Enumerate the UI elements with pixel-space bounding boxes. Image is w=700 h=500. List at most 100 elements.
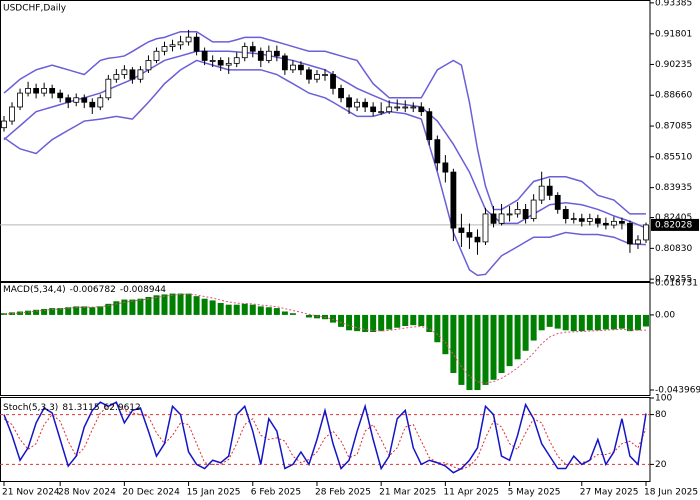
candle-body <box>354 101 360 108</box>
macd-bar <box>410 314 417 326</box>
macd-bar <box>514 314 521 360</box>
candle-body <box>546 185 553 196</box>
macd-bar <box>394 314 401 328</box>
panel-frame <box>0 282 651 396</box>
macd-bar <box>73 306 80 315</box>
macd-bar <box>145 297 152 315</box>
indicator-value: 81.3115 <box>62 403 99 413</box>
macd-bar <box>586 314 593 331</box>
x-tick-label: 18 Jun 2025 <box>644 488 698 498</box>
macd-bar <box>161 294 168 315</box>
macd-bar <box>522 314 529 351</box>
macd-bar <box>546 314 553 327</box>
x-tick-label: 28 Nov 2024 <box>58 488 116 498</box>
candle-body <box>153 50 160 61</box>
stoch-main <box>3 401 647 474</box>
x-tick-label: 15 Jan 2025 <box>187 488 241 498</box>
macd-bar <box>402 314 409 327</box>
macd-bar <box>418 314 425 327</box>
macd-bar <box>289 313 296 315</box>
y-tick-label: 0.85510 <box>655 152 692 162</box>
last-price-box <box>651 218 699 231</box>
panel-frame <box>0 397 651 482</box>
macd-bar <box>97 306 104 315</box>
macd-bar <box>25 310 32 315</box>
indicator-value: 62.9612 <box>104 403 141 413</box>
macd-bar <box>426 314 433 332</box>
macd-bar <box>209 300 216 315</box>
candle-body <box>602 222 609 226</box>
y-tick-label: 0.83935 <box>655 183 692 193</box>
macd-signal <box>3 293 646 384</box>
candle-body <box>273 50 280 57</box>
candle-body <box>635 239 641 245</box>
candle-body <box>49 88 56 94</box>
candle-body <box>57 92 64 99</box>
y-tick-label: 80 <box>655 410 667 420</box>
stoch-signal <box>3 403 647 470</box>
macd-bar <box>498 314 505 373</box>
candle-body <box>554 194 561 210</box>
bollinger-upper <box>3 30 646 215</box>
candle-body <box>177 41 184 46</box>
indicator-title: MACD(5,34,4) <box>3 285 66 295</box>
candle-body <box>209 60 216 62</box>
y-tick-label: 20 <box>655 460 667 470</box>
y-tick-label: 0.82405 <box>655 213 692 223</box>
chart-title: USDCHF,Daily <box>3 4 67 14</box>
candle-body <box>233 57 240 64</box>
candle-body <box>330 74 336 89</box>
candle-body <box>338 88 344 99</box>
candle-body <box>1 120 7 129</box>
macd-bar <box>273 308 280 315</box>
candle-body <box>498 213 505 224</box>
macd-bar <box>434 314 441 343</box>
macd-bar <box>313 314 320 319</box>
candle-body <box>225 62 232 66</box>
macd-bar <box>474 314 481 391</box>
candle-body <box>41 88 48 94</box>
candle-body <box>185 36 192 43</box>
macd-bar <box>305 314 312 318</box>
macd-bar <box>450 314 457 373</box>
macd-bar <box>241 303 248 315</box>
x-tick-label: 27 May 2025 <box>580 488 639 498</box>
macd-bar <box>490 314 497 380</box>
panel-frame <box>0 0 651 282</box>
macd-bar <box>642 314 649 327</box>
macd-bar <box>217 302 224 315</box>
macd-bar <box>466 314 473 391</box>
macd-bar <box>626 314 633 332</box>
candle-body <box>410 106 417 109</box>
y-tick-label: 0.87085 <box>655 122 692 132</box>
indicator-label: MACD(5,34,4) -0.006782 -0.008944 <box>3 285 166 295</box>
macd-bar <box>362 314 369 332</box>
candle-body <box>442 162 449 173</box>
candle-body <box>322 74 328 76</box>
candle-body <box>290 64 296 71</box>
candle-body <box>89 101 96 108</box>
macd-bar <box>153 295 160 315</box>
y-tick-label: 0.90235 <box>655 60 692 70</box>
macd-bar <box>378 314 385 332</box>
candle-body <box>386 106 393 113</box>
candle-body <box>514 209 521 215</box>
indicator-title: Stoch(5,3,3) <box>3 403 58 413</box>
macd-bar <box>89 307 96 315</box>
candle-body <box>25 88 31 94</box>
macd-bar <box>570 314 577 332</box>
y-tick-label: 0.018731 <box>655 278 698 288</box>
macd-bar <box>386 314 393 330</box>
indicator-label: Stoch(5,3,3) 81.3115 62.9612 <box>3 403 141 413</box>
macd-bar <box>81 306 88 315</box>
candle-body <box>137 69 144 80</box>
candle-body <box>522 209 529 220</box>
candle-body <box>378 111 385 114</box>
candle-body <box>538 185 545 201</box>
candle-body <box>562 209 569 220</box>
macd-bar <box>225 304 232 315</box>
macd-bar <box>618 314 625 329</box>
macd-bar <box>634 314 641 331</box>
